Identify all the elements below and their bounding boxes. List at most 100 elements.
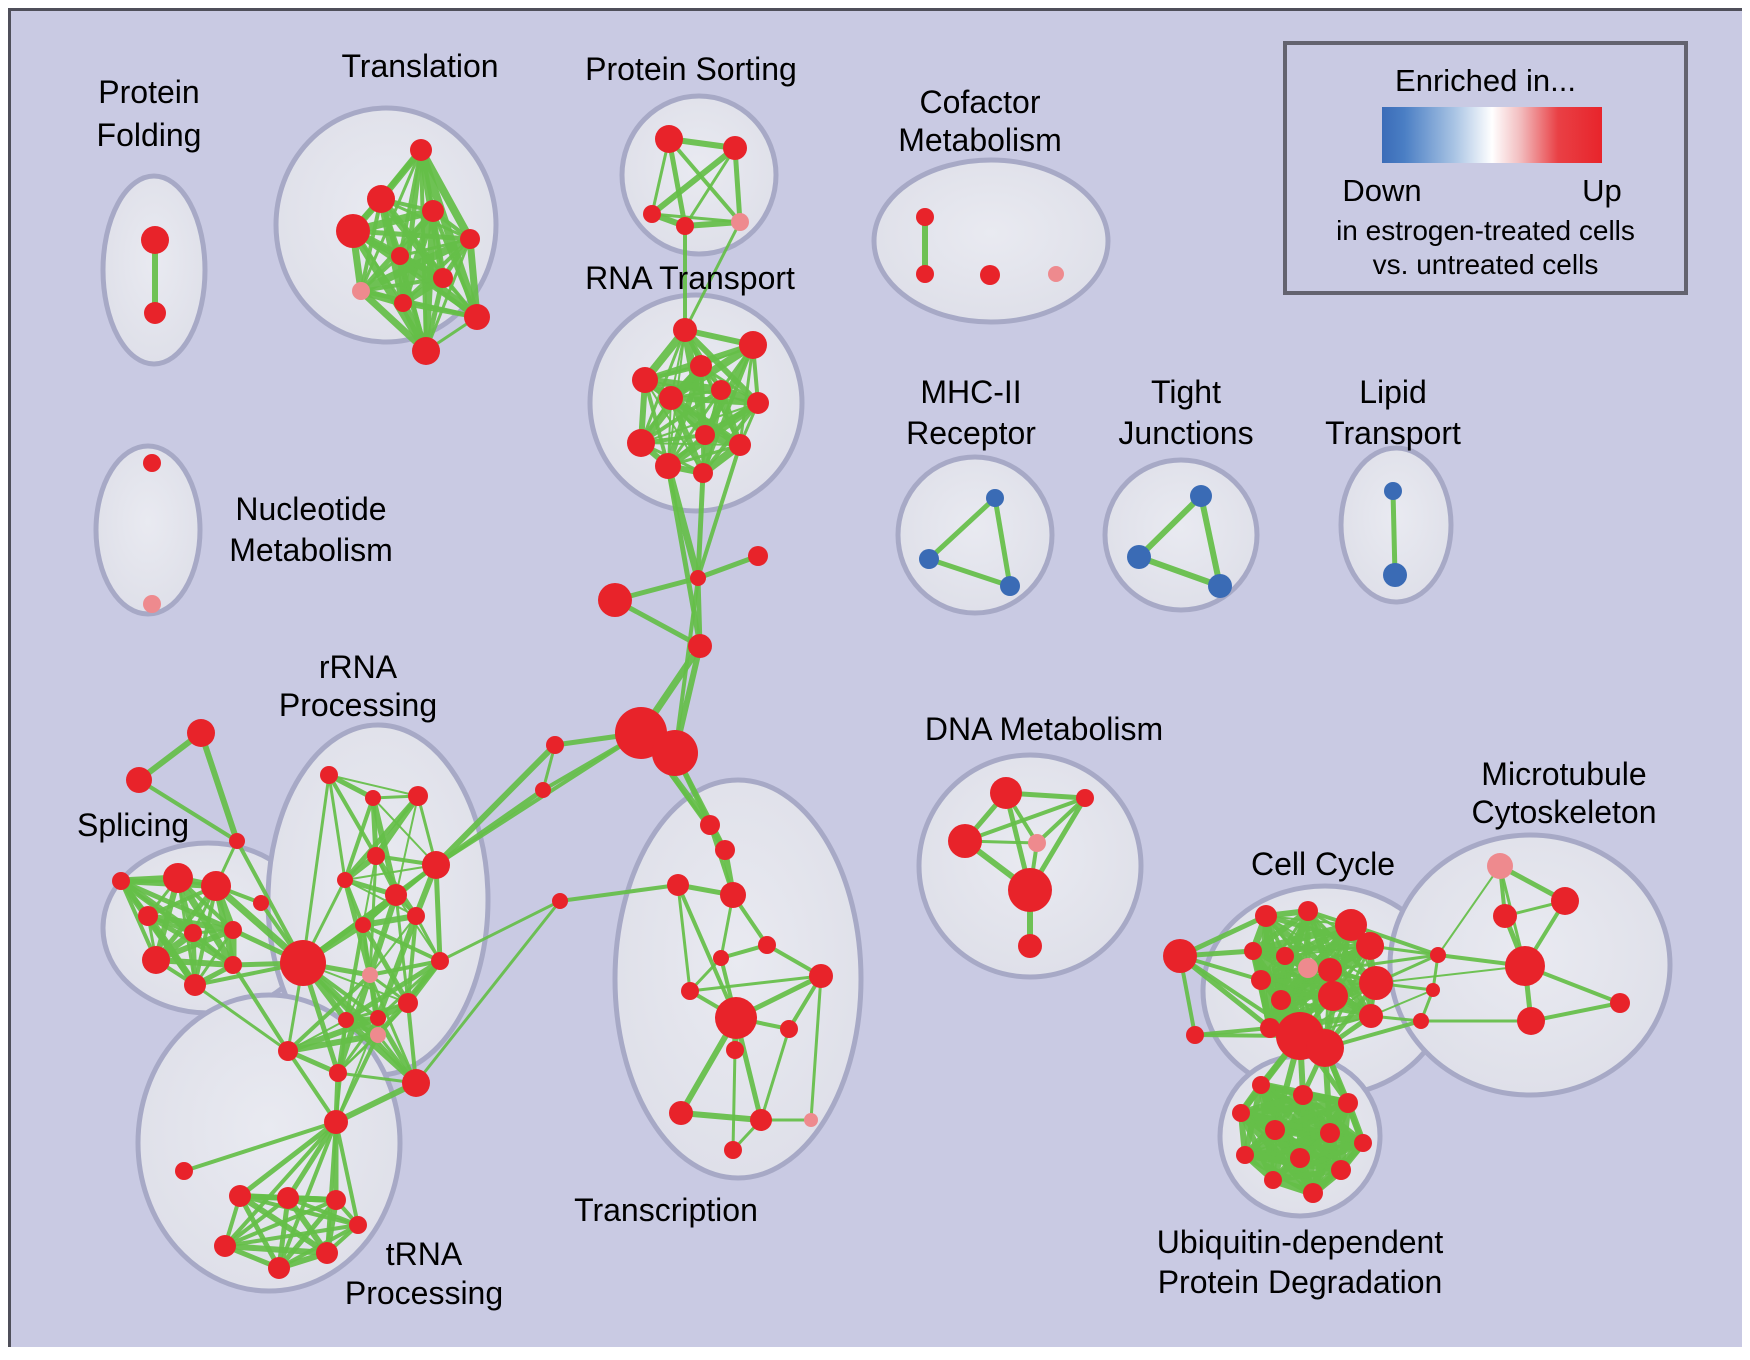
- gene-set-node-red: [916, 265, 934, 283]
- gene-set-node-red: [1359, 966, 1393, 1000]
- gene-set-node-red: [655, 453, 681, 479]
- gene-set-node-red: [320, 766, 338, 784]
- gene-set-node-blue: [919, 549, 939, 569]
- edge: [417, 146, 481, 321]
- gene-set-node-blue: [1383, 563, 1407, 587]
- edge: [344, 864, 437, 881]
- edge: [344, 879, 417, 917]
- gene-set-node-pink: [1028, 834, 1046, 852]
- edge: [1136, 493, 1204, 560]
- edge: [731, 1048, 737, 1152]
- gene-set-node-red: [632, 367, 658, 393]
- edge: [434, 731, 643, 867]
- gene-set-node-red: [1517, 1007, 1545, 1035]
- gene-set-node-red: [1306, 1029, 1344, 1067]
- network-nodes: [112, 125, 1630, 1279]
- cluster-label-nucleotide-metabolism: Nucleotide Metabolism: [229, 491, 393, 568]
- edge: [193, 928, 235, 987]
- gene-set-node-pink: [1298, 958, 1318, 978]
- gene-set-node-red: [552, 893, 568, 909]
- cluster-labels: Protein Folding Translation Protein Sorting…: [77, 48, 1657, 1311]
- gene-set-node-red: [948, 824, 982, 858]
- gene-set-node-red: [224, 921, 242, 939]
- legend-down-label: Down: [1342, 173, 1422, 208]
- gene-set-node-red: [1359, 1004, 1383, 1028]
- gene-set-node-red: [1290, 1148, 1310, 1168]
- cluster-ellipse-nucleotide-metabolism: [93, 443, 203, 617]
- gene-set-node-red: [676, 217, 694, 235]
- gene-set-node-red: [336, 214, 370, 248]
- gene-set-node-pink: [1048, 266, 1064, 282]
- edge: [350, 228, 473, 242]
- legend: Enriched in... Down Up in estrogen-treat…: [1283, 41, 1688, 295]
- edge: [342, 793, 421, 883]
- cluster-ellipse-dna-metabolism: [916, 752, 1144, 980]
- edge: [643, 378, 670, 468]
- gene-set-node-red: [739, 331, 767, 359]
- gene-set-node-red: [1430, 947, 1446, 963]
- gene-set-node-red: [695, 425, 715, 445]
- edge: [666, 136, 688, 229]
- gene-set-node-red: [1018, 934, 1042, 958]
- figure-background: Protein Folding Translation Protein Sorting…: [8, 8, 1742, 1347]
- gene-set-node-red: [141, 226, 169, 254]
- edge: [668, 395, 761, 406]
- gene-set-node-red: [681, 982, 699, 1000]
- gene-set-node-red: [1338, 1093, 1358, 1113]
- gene-set-node-red: [1251, 970, 1271, 990]
- gene-set-node-red: [673, 318, 697, 342]
- edge: [926, 495, 998, 562]
- legend-subtitle-line1: in estrogen-treated cells: [1336, 215, 1635, 246]
- cluster-ellipse-cofactor-metabolism: [871, 157, 1111, 325]
- cluster-ellipse-mhc-ii-receptor: [895, 454, 1055, 616]
- edge: [118, 878, 198, 988]
- edge: [285, 1032, 381, 1054]
- gene-set-node-blue: [1384, 482, 1402, 500]
- gene-set-node-red: [402, 1069, 430, 1097]
- gene-set-node-red: [652, 730, 698, 776]
- edge: [287, 1019, 347, 1052]
- gene-set-node-red: [1493, 904, 1517, 928]
- gene-set-node-red: [126, 767, 152, 793]
- cluster-label-splicing: Splicing: [77, 807, 189, 843]
- edge: [1328, 953, 1440, 972]
- edge: [695, 470, 706, 581]
- edge: [466, 235, 481, 321]
- gene-set-node-red: [280, 940, 326, 986]
- edge: [372, 797, 437, 866]
- edge: [1390, 488, 1398, 578]
- gene-set-node-red: [1298, 901, 1318, 921]
- gene-set-node-red: [724, 1141, 742, 1159]
- gene-set-node-red: [1186, 1026, 1204, 1044]
- edge: [676, 883, 692, 993]
- gene-set-node-red: [780, 1020, 798, 1038]
- edge: [145, 913, 236, 933]
- edge: [696, 443, 742, 580]
- cluster-label-cofactor-metabolism: Cofactor Metabolism: [898, 84, 1062, 158]
- gene-set-node-red: [1303, 1183, 1323, 1203]
- gene-set-node-red: [394, 294, 412, 312]
- edge: [285, 1119, 339, 1201]
- edge: [237, 1119, 339, 1199]
- gene-set-node-red: [690, 570, 706, 586]
- legend-up-label: Up: [1582, 173, 1622, 208]
- gene-set-node-red: [370, 1010, 386, 1026]
- gene-set-node-red: [391, 247, 409, 265]
- gene-set-node-red: [431, 952, 449, 970]
- gene-set-node-red: [809, 964, 833, 988]
- cluster-label-ubiquitin-degradation: Ubiquitin-dependent Protein Degradation: [1157, 1224, 1444, 1300]
- gene-set-node-red: [1276, 947, 1294, 965]
- edge: [395, 795, 419, 896]
- gene-set-node-red: [277, 1187, 299, 1209]
- gene-set-node-red: [1076, 789, 1094, 807]
- gene-set-node-blue: [986, 489, 1004, 507]
- edge: [277, 1120, 338, 1270]
- edge: [337, 1034, 379, 1074]
- gene-set-node-red: [460, 229, 480, 249]
- edge: [328, 774, 419, 797]
- edge: [433, 862, 443, 964]
- edge: [286, 1196, 360, 1227]
- gene-set-node-red: [655, 125, 683, 153]
- edge: [1529, 1001, 1622, 1023]
- cluster-label-cell-cycle: Cell Cycle: [1251, 846, 1395, 882]
